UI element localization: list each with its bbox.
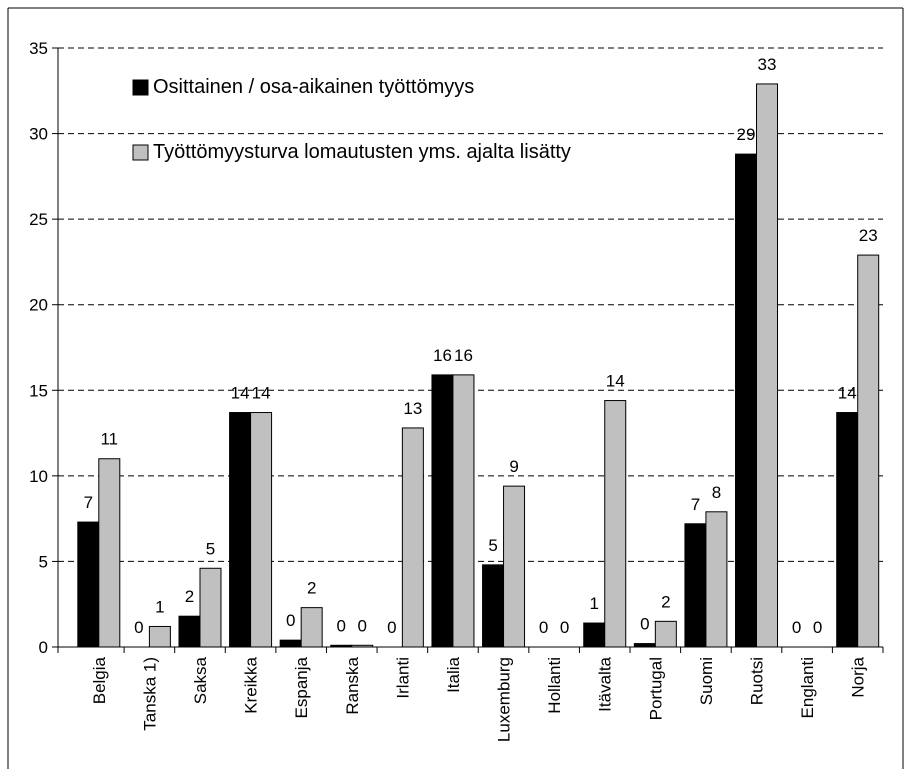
bar: [756, 83, 779, 648]
x-tick-label: Norja: [849, 656, 868, 697]
y-tick-label: 5: [39, 552, 48, 571]
bar: [229, 412, 252, 648]
y-tick-label: 30: [29, 125, 48, 144]
legend-swatch: [132, 144, 149, 161]
y-tick-label: 25: [29, 210, 48, 229]
x-tick-label: Belgia: [90, 656, 109, 704]
x-tick-label: Luxemburg: [495, 657, 514, 742]
bar: [330, 644, 353, 648]
bar: [148, 625, 171, 648]
bar: [604, 400, 627, 648]
x-tick-label: Irlanti: [393, 657, 412, 699]
bar: [482, 564, 505, 648]
value-label: 0: [387, 618, 396, 637]
bar: [836, 412, 859, 648]
value-label: 2: [307, 579, 316, 598]
y-tick-label: 20: [29, 296, 48, 315]
value-label: 7: [84, 493, 93, 512]
value-label: 14: [838, 384, 857, 403]
value-label: 14: [231, 384, 250, 403]
bar: [178, 615, 201, 648]
x-tick-label: Englanti: [798, 657, 817, 718]
value-label: 5: [488, 536, 497, 555]
bar: [684, 523, 707, 648]
bar: [857, 254, 880, 648]
legend-label: Työttömyysturva lomautusten yms. ajalta …: [153, 141, 571, 163]
value-label: 16: [454, 346, 473, 365]
x-tick-label: Portugal: [646, 657, 665, 720]
value-label: 9: [509, 457, 518, 476]
value-label: 8: [712, 483, 721, 502]
y-tick-label: 35: [29, 39, 48, 58]
x-tick-label: Kreikka: [242, 656, 261, 713]
value-label: 23: [859, 226, 878, 245]
value-label: 11: [100, 430, 118, 449]
x-tick-label: Hollanti: [545, 657, 564, 714]
bar: [705, 511, 728, 648]
value-label: 0: [640, 615, 649, 634]
x-tick-label: Ranska: [343, 656, 362, 714]
legend-swatch: [132, 79, 149, 96]
bar: [401, 427, 424, 648]
value-label: 0: [286, 611, 295, 630]
value-label: 0: [560, 618, 569, 637]
value-label: 7: [691, 495, 700, 514]
bar: [98, 458, 121, 648]
value-label: 1: [155, 597, 164, 616]
value-label: 2: [185, 587, 194, 606]
bar: [300, 607, 323, 648]
y-tick-label: 15: [29, 381, 48, 400]
bar: [503, 485, 526, 648]
bar: [583, 622, 606, 648]
x-tick-label: Tanska 1): [140, 657, 159, 731]
x-tick-label: Saksa: [191, 656, 210, 704]
bar: [633, 643, 656, 648]
value-label: 0: [337, 616, 346, 635]
value-label: 16: [433, 346, 452, 365]
bar: [452, 374, 475, 648]
value-label: 0: [134, 618, 143, 637]
bar: [735, 153, 758, 648]
value-label: 33: [758, 55, 777, 74]
value-label: 1: [590, 594, 599, 613]
y-tick-label: 10: [29, 467, 48, 486]
value-label: 0: [539, 618, 548, 637]
value-label: 14: [252, 384, 271, 403]
value-label: 0: [792, 618, 801, 637]
x-tick-label: Italia: [444, 656, 463, 692]
bar: [431, 374, 454, 648]
value-label: 14: [606, 372, 625, 391]
legend-label: Osittainen / osa-aikainen työttömyys: [153, 76, 475, 98]
bar: [250, 412, 273, 648]
value-label: 0: [358, 616, 367, 635]
value-label: 13: [403, 399, 422, 418]
value-label: 2: [661, 592, 670, 611]
bar: [351, 644, 374, 648]
y-tick-label: 0: [39, 638, 48, 657]
value-label: 29: [737, 125, 756, 144]
x-tick-label: Suomi: [697, 657, 716, 705]
x-tick-label: Espanja: [292, 656, 311, 718]
bar: [199, 567, 222, 648]
bar: [279, 639, 302, 648]
x-tick-label: Itävalta: [596, 656, 615, 711]
bar: [77, 521, 100, 648]
bar: [654, 620, 677, 648]
x-tick-label: Ruotsi: [748, 657, 767, 705]
value-label: 0: [813, 618, 822, 637]
value-label: 5: [206, 539, 215, 558]
